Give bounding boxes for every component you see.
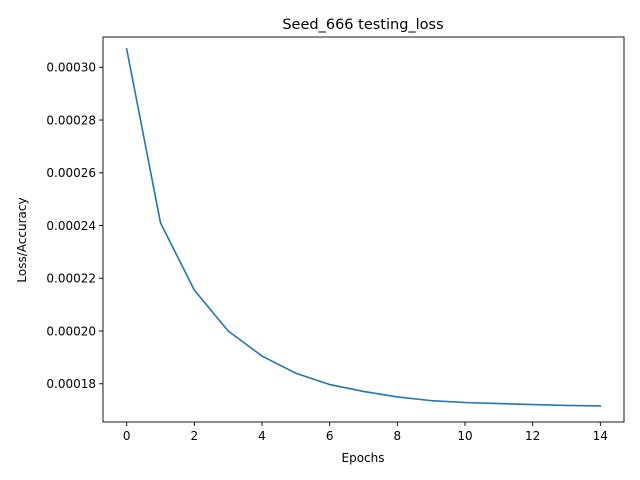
y-tick-label: 0.00020 xyxy=(46,324,96,338)
x-axis-ticks: 0 2 4 6 8 10 12 14 xyxy=(123,422,608,443)
chart-title: Seed_666 testing_loss xyxy=(282,17,443,33)
x-tick-label: 10 xyxy=(457,429,472,443)
x-tick-label: 2 xyxy=(191,429,199,443)
y-tick-label: 0.00028 xyxy=(46,113,96,127)
x-axis-label: Epochs xyxy=(342,451,385,465)
x-tick-label: 8 xyxy=(394,429,402,443)
y-tick-label: 0.00024 xyxy=(46,219,96,233)
x-tick-label: 14 xyxy=(593,429,608,443)
x-tick-label: 6 xyxy=(326,429,334,443)
y-tick-label: 0.00026 xyxy=(46,166,96,180)
plot-area xyxy=(102,36,625,423)
x-tick-label: 0 xyxy=(123,429,131,443)
plot-frame xyxy=(102,36,625,423)
y-tick-label: 0.00018 xyxy=(46,377,96,391)
x-tick-label: 12 xyxy=(525,429,540,443)
y-tick-label: 0.00022 xyxy=(46,272,96,286)
series-line-0 xyxy=(125,47,602,407)
y-axis-ticks: 0.00018 0.00020 0.00022 0.00024 0.00026 0.000… xyxy=(46,61,103,391)
x-tick-label: 4 xyxy=(258,429,266,443)
y-tick-label: 0.00030 xyxy=(46,61,96,75)
y-axis-label: Loss/Accuracy xyxy=(15,197,29,282)
